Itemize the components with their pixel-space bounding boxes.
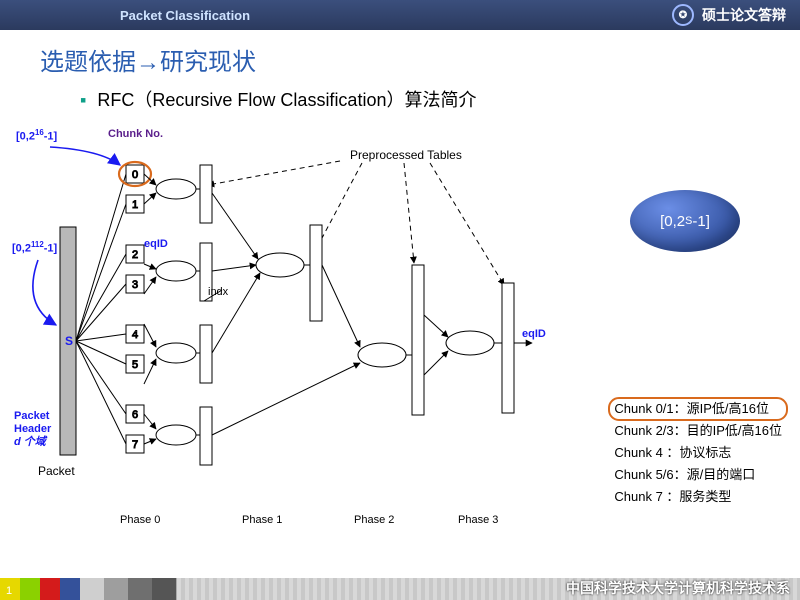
subtitle-text: RFC（Recursive Flow Classification）算法简介: [97, 90, 476, 110]
svg-text:0: 0: [132, 169, 138, 181]
slide-root: Packet Classification ✪ 硕士论文答辩 选题依据→研究现状…: [0, 0, 800, 600]
preprocessed-label: Preprocessed Tables: [350, 148, 462, 162]
footer-swatch: [40, 578, 60, 600]
svg-text:6: 6: [132, 409, 138, 421]
page-title: 选题依据→研究现状: [40, 42, 256, 77]
top-bar: Packet Classification ✪ 硕士论文答辩: [0, 0, 800, 30]
legend-row: Chunk 4 ：协议标志: [614, 442, 782, 464]
range-badge: [0,2S-1]: [630, 190, 740, 252]
legend-row: Chunk 2/3：目的IP低/高16位: [614, 420, 782, 442]
svg-text:4: 4: [132, 329, 138, 341]
packet-s-label: S: [65, 334, 73, 348]
brand-label: Packet Classification: [120, 8, 250, 23]
header-title: 硕士论文答辩: [702, 5, 786, 25]
eqid1-label: eqID: [144, 238, 168, 250]
svg-text:3: 3: [132, 279, 138, 291]
legend-row: Chunk 7 ：服务类型: [614, 486, 782, 508]
svg-text:7: 7: [132, 439, 138, 451]
rfc-diagram: Preprocessed Tables S 01234567 eqID indx: [10, 115, 550, 545]
phase3-label: Phase 3: [458, 514, 498, 526]
svg-text:2: 2: [132, 249, 138, 261]
eqid-out-label: eqID: [522, 328, 546, 340]
footer-swatch: [152, 578, 176, 600]
phase1-label: Phase 1: [242, 514, 282, 526]
footer-bar: 中国科学技术大学计算机科学技术系: [0, 578, 800, 600]
svg-text:1: 1: [132, 199, 138, 211]
footer-swatch: [128, 578, 152, 600]
legend-row: Chunk 5/6：源/目的端口: [614, 464, 782, 486]
footer-swatch: [20, 578, 40, 600]
footer-dept: 中国科学技术大学计算机科学技术系: [566, 578, 790, 598]
svg-text:5: 5: [132, 359, 138, 371]
phase2-label: Phase 2: [354, 514, 394, 526]
footer-swatch: [80, 578, 104, 600]
page-number: 1: [6, 585, 12, 597]
phase0-label: Phase 0: [120, 514, 160, 526]
logo-icon: ✪: [672, 4, 694, 26]
footer-swatch: [104, 578, 128, 600]
header-right: ✪ 硕士论文答辩: [672, 4, 786, 26]
subtitle: ▪ RFC（Recursive Flow Classification）算法简介: [80, 86, 476, 112]
footer-swatch: [60, 578, 80, 600]
chunk-legend: Chunk 0/1：源IP低/高16位Chunk 2/3：目的IP低/高16位C…: [614, 398, 782, 508]
footer-swatches: [0, 578, 176, 600]
bullet-icon: ▪: [80, 90, 86, 110]
legend-row: Chunk 0/1：源IP低/高16位: [614, 398, 782, 420]
